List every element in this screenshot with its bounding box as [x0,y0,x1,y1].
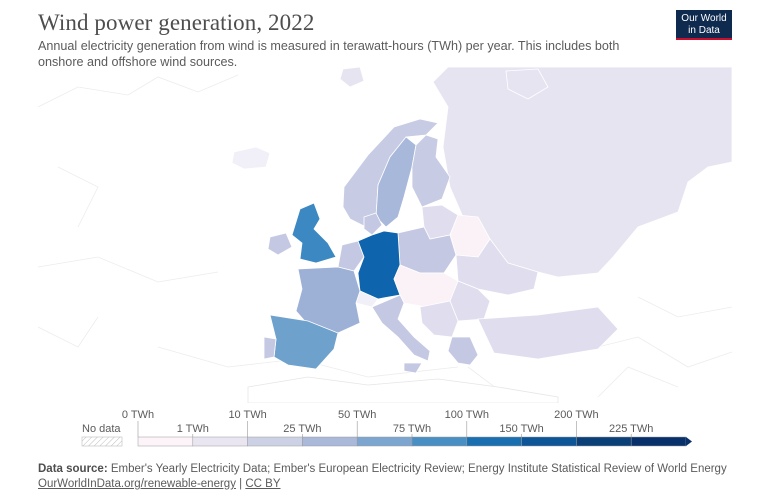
legend-lower-ticks: 1 TWh 25 TWh 75 TWh 150 TWh 225 TWh [177,423,653,437]
legend-no-data-swatch [81,436,123,447]
legend-upper-ticks: 0 TWh 10 TWh 50 TWh 100 TWh 200 TWh [122,409,599,437]
footer-license-link[interactable]: CC BY [245,478,281,490]
legend-tick-label: 100 TWh [445,409,489,421]
legend-tick-label: 50 TWh [338,409,376,421]
legend-no-data-label: No data [82,423,121,435]
legend-tick-label: 0 TWh [122,409,154,421]
legend-tick-label: 1 TWh [177,423,209,435]
footer-source-label: Data source: [38,463,108,475]
footer-source: Data source: Ember's Yearly Electricity … [38,462,727,477]
region-arctic-islands-2[interactable] [505,68,549,100]
legend-bin[interactable] [521,436,577,447]
region-ireland[interactable] [267,232,293,256]
owid-logo[interactable]: Our World in Data [676,10,732,40]
legend-bin[interactable] [356,436,413,447]
region-turkey[interactable] [477,306,619,360]
chart-subtitle: Annual electricity generation from wind … [38,39,620,69]
region-uk[interactable] [291,202,337,264]
footer-url-link[interactable]: OurWorldInData.org/renewable-energy [38,478,236,490]
legend-tick-label: 10 TWh [228,409,266,421]
legend-bin[interactable] [247,436,303,447]
region-iceland[interactable] [231,146,271,170]
legend-bin[interactable] [302,436,358,447]
region-greece[interactable] [447,336,479,366]
region-finland[interactable] [411,134,451,208]
logo-line-2: in Data [688,24,720,36]
legend-tick-label: 150 TWh [499,423,543,435]
footer-separator: | [235,478,246,490]
footer-links: OurWorldInData.org/renewable-energy | CC… [38,477,727,492]
region-sweden[interactable] [375,136,417,228]
legend-arrow-icon [686,437,692,446]
legend-bin[interactable] [137,436,194,447]
region-arctic-islands[interactable] [339,67,365,88]
europe-map [38,67,732,403]
region-sicily[interactable] [403,362,423,374]
legend-tick-label: 75 TWh [393,423,431,435]
region-benelux[interactable] [337,240,365,272]
legend-bin[interactable] [576,436,632,447]
logo-line-1: Our World [681,13,727,24]
legend-tick-label: 200 TWh [554,409,598,421]
legend-bin[interactable] [466,436,522,447]
region-north-africa [247,376,559,403]
legend-bin[interactable] [630,436,687,447]
legend-bin[interactable] [411,436,468,447]
legend-bin[interactable] [192,436,248,447]
region-denmark[interactable] [363,212,383,236]
region-germany[interactable] [357,230,401,300]
region-portugal[interactable] [263,336,277,360]
legend-tick-label: 25 TWh [283,423,321,435]
region-russia[interactable] [432,67,732,278]
legend: No data 0 TWh 10 TWh 50 TWh 100 TWh 200 TWh … [81,409,692,447]
region-italy[interactable] [371,294,431,362]
region-france[interactable] [295,266,361,334]
footer-source-text: Ember's Yearly Electricity Data; Ember's… [107,463,727,475]
footer: Data source: Ember's Yearly Electricity … [38,462,727,492]
legend-tick-label: 225 TWh [609,423,653,435]
legend-color-bins [137,436,687,447]
chart-title: Wind power generation, 2022 [38,10,315,35]
